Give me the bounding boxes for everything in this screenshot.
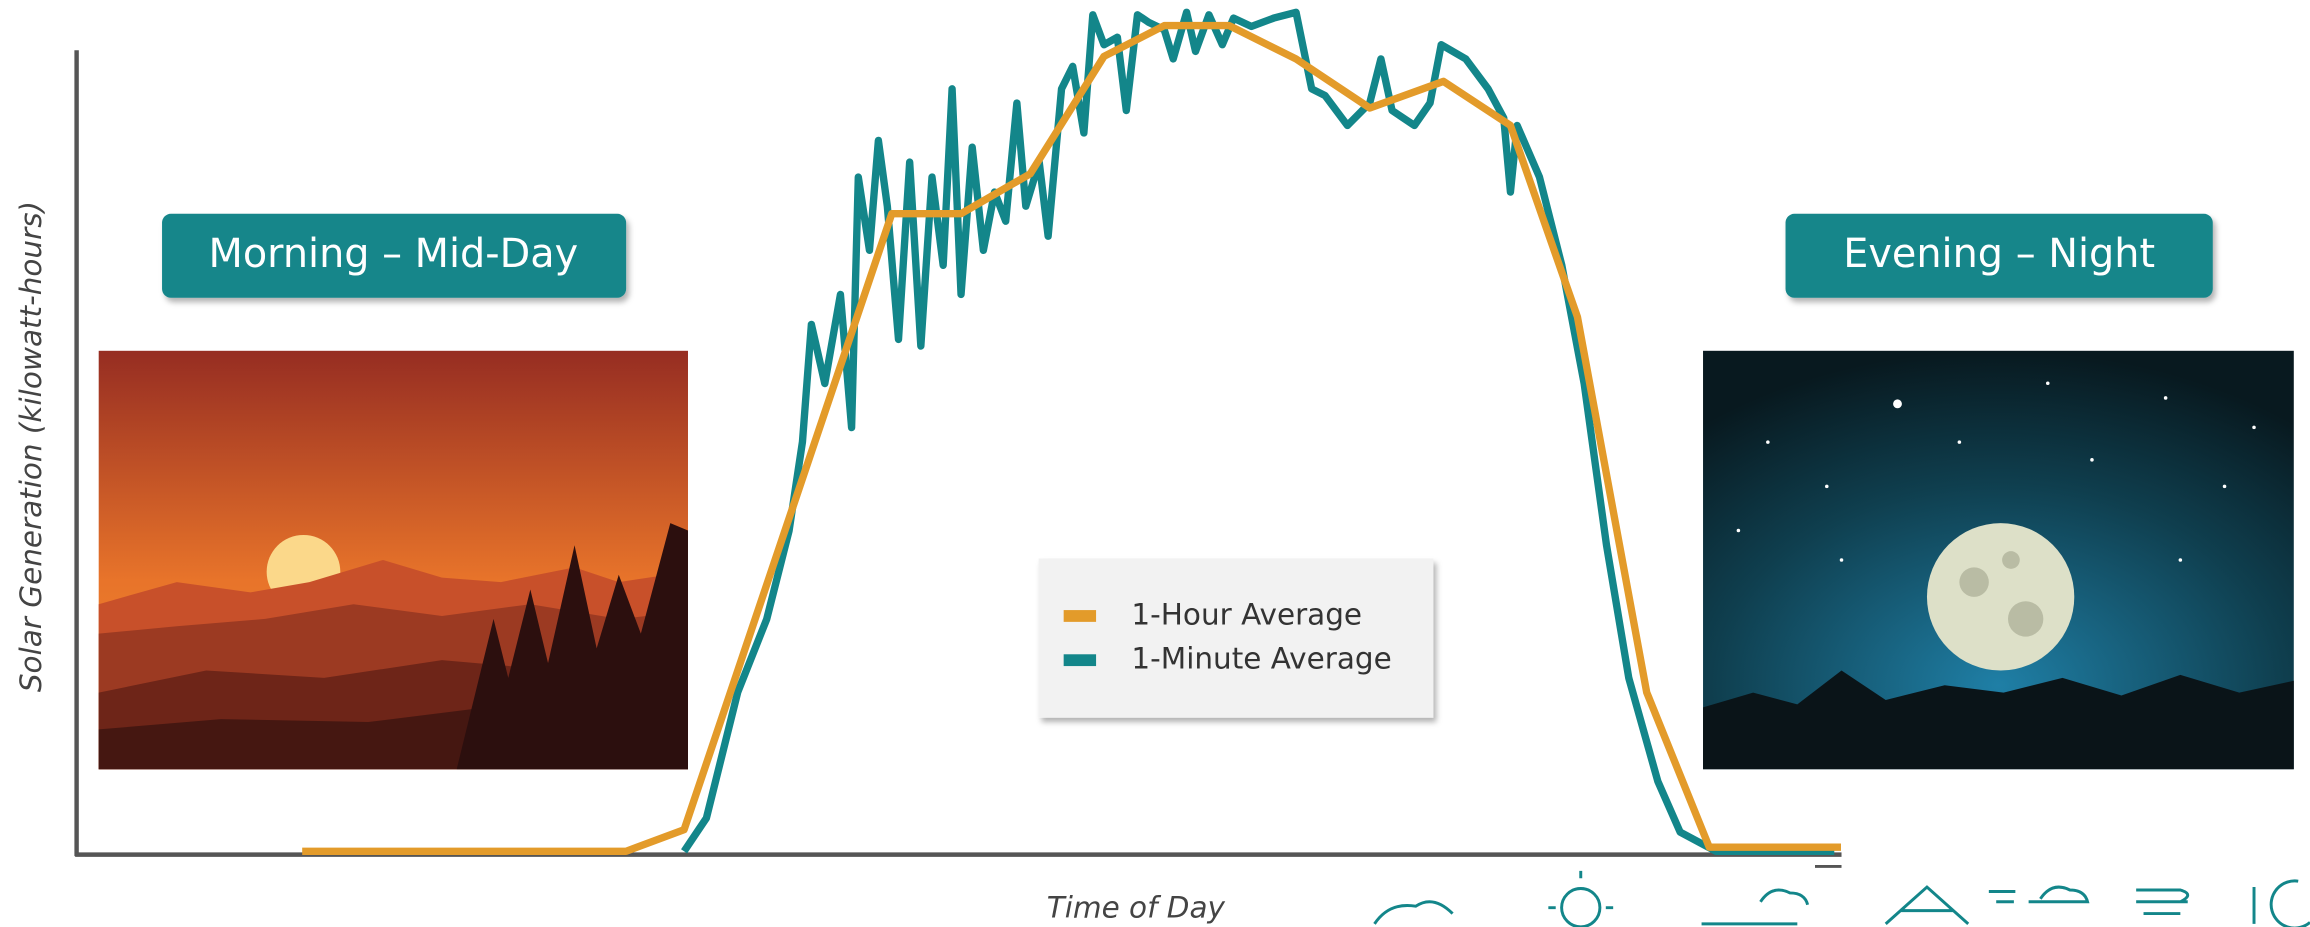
legend-box: [1039, 559, 1434, 718]
legend-label: 1-Minute Average: [1131, 642, 1391, 676]
sunset-image: [99, 351, 688, 769]
decor-icons: [1375, 871, 2310, 927]
annotation: Evening – Night: [1843, 231, 2155, 277]
chart: Morning – Mid-Day Evening – Night Solar …: [0, 0, 2310, 927]
annotation: Morning – Mid-Day: [209, 231, 579, 277]
legend: 1-Hour Average 1-Minute Average: [1039, 559, 1434, 718]
legend-swatch: [1064, 654, 1096, 666]
legend-label: 1-Hour Average: [1131, 597, 1362, 631]
x-axis-label: Time of Day: [1047, 891, 1226, 925]
legend-swatch: [1064, 610, 1096, 622]
y-axis-label: Solar Generation (kilowatt-hours): [14, 201, 48, 692]
page: Morning – Mid-Day Evening – Night Solar …: [0, 0, 2310, 927]
night-image: [1703, 351, 2294, 769]
